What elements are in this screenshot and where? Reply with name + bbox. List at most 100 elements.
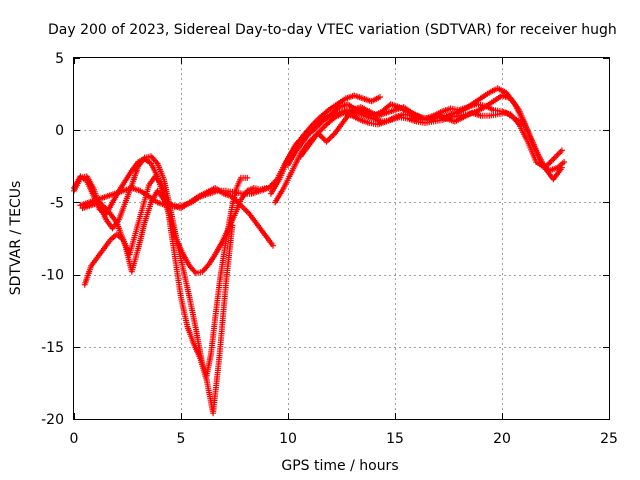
data-point	[229, 222, 236, 229]
data-point	[244, 174, 251, 181]
data-point	[216, 253, 227, 287]
data-point	[272, 186, 286, 206]
series-sat-g	[272, 85, 568, 206]
data-point	[148, 160, 160, 178]
data-point	[88, 256, 100, 269]
data-point	[193, 269, 204, 277]
series-sat-c	[81, 173, 236, 417]
data-point	[533, 147, 547, 169]
data-point	[250, 185, 261, 192]
data-point	[285, 149, 299, 168]
data-point	[137, 187, 151, 199]
data-point	[263, 234, 275, 247]
data-point	[511, 115, 525, 127]
data-point	[101, 238, 113, 252]
data-point	[368, 94, 382, 105]
data-point	[107, 232, 119, 243]
data-point	[323, 131, 337, 145]
data-point	[332, 110, 345, 121]
data-point	[310, 118, 324, 131]
data-point	[359, 95, 373, 104]
data-point	[357, 104, 371, 114]
axis-ticks	[74, 58, 610, 420]
x-axis-label: GPS time / hours	[281, 458, 398, 474]
data-point	[486, 111, 499, 119]
data-point	[145, 193, 159, 205]
data-point	[353, 109, 367, 119]
data-point	[332, 120, 346, 137]
data-point	[237, 202, 252, 216]
y-tick-label: -10	[41, 268, 64, 284]
data-point	[550, 166, 564, 183]
y-tick-label: -15	[41, 340, 64, 356]
data-point	[115, 201, 128, 223]
x-tick-label: 5	[177, 431, 186, 447]
data-point	[270, 242, 276, 249]
data-point	[317, 108, 331, 121]
data-point	[210, 354, 223, 417]
data-point	[128, 160, 140, 174]
data-point	[387, 114, 401, 124]
data-point	[188, 194, 202, 206]
data-point	[524, 138, 539, 163]
data-point	[94, 247, 106, 261]
data-point	[473, 105, 487, 115]
data-point	[126, 230, 139, 258]
y-tick-label: 5	[55, 51, 64, 67]
data-point	[113, 219, 128, 247]
data-point	[197, 355, 210, 381]
data-point	[351, 92, 365, 101]
data-point	[323, 115, 337, 128]
data-point	[186, 262, 198, 275]
data-point	[319, 113, 333, 124]
data-point	[105, 208, 119, 224]
data-point	[486, 86, 499, 96]
data-point	[460, 102, 474, 113]
y-tick-label: -5	[50, 195, 64, 211]
data-point	[494, 85, 508, 95]
tick-labels: 0 5 10 15 20 25 -20 -15 -10 -5 0 5	[41, 51, 618, 447]
data-point	[212, 282, 223, 321]
x-tick-label: 10	[279, 431, 297, 447]
data-point	[77, 173, 88, 181]
data-point	[558, 164, 565, 171]
data-point	[199, 262, 211, 275]
data-point	[173, 236, 186, 270]
data-point	[289, 152, 303, 174]
data-point	[400, 104, 414, 115]
data-point	[208, 317, 218, 357]
plot-frame	[73, 57, 610, 420]
data-point	[349, 112, 362, 123]
series-sat-i	[297, 104, 527, 160]
data-point	[233, 176, 244, 191]
data-point	[135, 221, 148, 252]
data-point	[152, 173, 164, 187]
data-point	[524, 127, 539, 152]
data-point	[293, 137, 307, 154]
data-point	[186, 294, 199, 331]
data-point	[325, 102, 339, 113]
data-point	[148, 153, 160, 165]
data-point	[334, 96, 348, 108]
data-point	[184, 323, 197, 345]
data-point	[154, 187, 166, 201]
data-point	[308, 115, 322, 129]
data-point	[469, 109, 482, 119]
data-point	[237, 174, 249, 181]
data-point	[165, 208, 178, 256]
data-point	[96, 199, 110, 213]
chart-title: Day 200 of 2023, Sidereal Day-to-day VTE…	[48, 22, 617, 38]
data-point	[128, 247, 141, 275]
y-tick-label: 0	[55, 123, 64, 139]
x-tick-label: 20	[493, 431, 511, 447]
data-point	[212, 241, 224, 258]
data-point	[340, 108, 354, 125]
data-point	[561, 159, 568, 165]
data-point	[297, 143, 312, 160]
data-point	[490, 93, 504, 105]
data-point	[225, 204, 235, 232]
data-point	[481, 99, 495, 111]
data-point	[122, 169, 134, 184]
data-point	[141, 153, 152, 161]
